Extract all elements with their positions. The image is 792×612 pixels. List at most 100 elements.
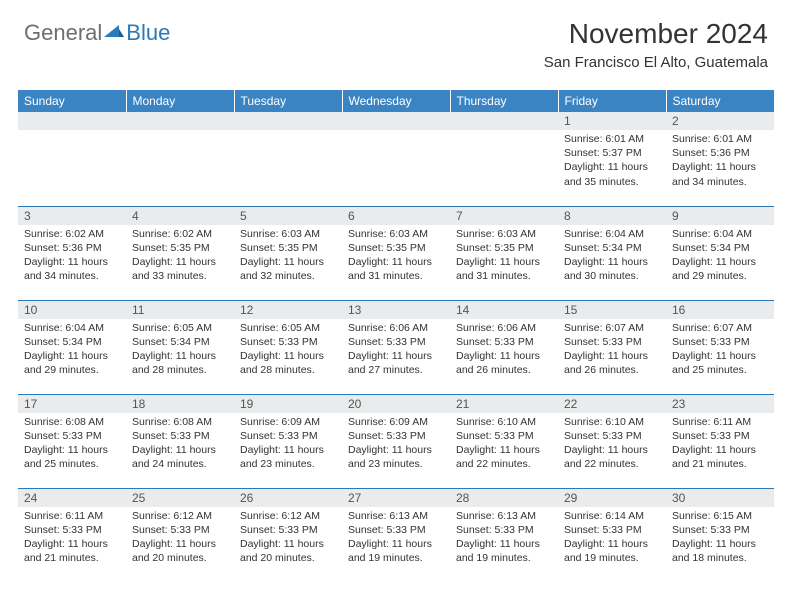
day-data: Sunrise: 6:08 AMSunset: 5:33 PMDaylight:… bbox=[126, 413, 234, 476]
day-data bbox=[234, 130, 342, 136]
day-data: Sunrise: 6:05 AMSunset: 5:33 PMDaylight:… bbox=[234, 319, 342, 382]
day-number: 20 bbox=[342, 395, 450, 413]
day-data: Sunrise: 6:01 AMSunset: 5:36 PMDaylight:… bbox=[666, 130, 774, 193]
weekday-header: Thursday bbox=[450, 90, 558, 112]
calendar-cell bbox=[18, 112, 126, 206]
day-data: Sunrise: 6:12 AMSunset: 5:33 PMDaylight:… bbox=[126, 507, 234, 570]
day-data: Sunrise: 6:11 AMSunset: 5:33 PMDaylight:… bbox=[666, 413, 774, 476]
day-number: 11 bbox=[126, 301, 234, 319]
calendar-cell: 29Sunrise: 6:14 AMSunset: 5:33 PMDayligh… bbox=[558, 488, 666, 582]
day-data: Sunrise: 6:14 AMSunset: 5:33 PMDaylight:… bbox=[558, 507, 666, 570]
day-data: Sunrise: 6:04 AMSunset: 5:34 PMDaylight:… bbox=[666, 225, 774, 288]
day-data: Sunrise: 6:01 AMSunset: 5:37 PMDaylight:… bbox=[558, 130, 666, 193]
day-number: 13 bbox=[342, 301, 450, 319]
day-data: Sunrise: 6:09 AMSunset: 5:33 PMDaylight:… bbox=[234, 413, 342, 476]
day-number: 21 bbox=[450, 395, 558, 413]
day-number: 3 bbox=[18, 207, 126, 225]
calendar-row: 1Sunrise: 6:01 AMSunset: 5:37 PMDaylight… bbox=[18, 112, 774, 206]
day-data: Sunrise: 6:04 AMSunset: 5:34 PMDaylight:… bbox=[558, 225, 666, 288]
day-number: 18 bbox=[126, 395, 234, 413]
logo-mark-icon bbox=[104, 23, 124, 44]
calendar-cell: 15Sunrise: 6:07 AMSunset: 5:33 PMDayligh… bbox=[558, 300, 666, 394]
location: San Francisco El Alto, Guatemala bbox=[24, 54, 768, 71]
calendar-cell: 6Sunrise: 6:03 AMSunset: 5:35 PMDaylight… bbox=[342, 206, 450, 300]
calendar-row: 3Sunrise: 6:02 AMSunset: 5:36 PMDaylight… bbox=[18, 206, 774, 300]
day-number: 16 bbox=[666, 301, 774, 319]
calendar-cell: 26Sunrise: 6:12 AMSunset: 5:33 PMDayligh… bbox=[234, 488, 342, 582]
calendar-cell: 20Sunrise: 6:09 AMSunset: 5:33 PMDayligh… bbox=[342, 394, 450, 488]
day-data: Sunrise: 6:02 AMSunset: 5:36 PMDaylight:… bbox=[18, 225, 126, 288]
header: General Blue November 2024 San Francisco… bbox=[0, 0, 792, 90]
calendar-cell: 23Sunrise: 6:11 AMSunset: 5:33 PMDayligh… bbox=[666, 394, 774, 488]
day-data: Sunrise: 6:07 AMSunset: 5:33 PMDaylight:… bbox=[558, 319, 666, 382]
day-data: Sunrise: 6:02 AMSunset: 5:35 PMDaylight:… bbox=[126, 225, 234, 288]
calendar-table: SundayMondayTuesdayWednesdayThursdayFrid… bbox=[18, 90, 774, 582]
day-number: 24 bbox=[18, 489, 126, 507]
day-data: Sunrise: 6:08 AMSunset: 5:33 PMDaylight:… bbox=[18, 413, 126, 476]
calendar-cell: 2Sunrise: 6:01 AMSunset: 5:36 PMDaylight… bbox=[666, 112, 774, 206]
day-number: 12 bbox=[234, 301, 342, 319]
day-number: 17 bbox=[18, 395, 126, 413]
calendar-cell: 10Sunrise: 6:04 AMSunset: 5:34 PMDayligh… bbox=[18, 300, 126, 394]
weekday-header: Tuesday bbox=[234, 90, 342, 112]
day-number: 25 bbox=[126, 489, 234, 507]
day-number bbox=[234, 112, 342, 130]
calendar-cell: 3Sunrise: 6:02 AMSunset: 5:36 PMDaylight… bbox=[18, 206, 126, 300]
calendar-cell: 28Sunrise: 6:13 AMSunset: 5:33 PMDayligh… bbox=[450, 488, 558, 582]
calendar-cell: 25Sunrise: 6:12 AMSunset: 5:33 PMDayligh… bbox=[126, 488, 234, 582]
day-number bbox=[18, 112, 126, 130]
day-number: 1 bbox=[558, 112, 666, 130]
day-data: Sunrise: 6:06 AMSunset: 5:33 PMDaylight:… bbox=[342, 319, 450, 382]
calendar-cell: 11Sunrise: 6:05 AMSunset: 5:34 PMDayligh… bbox=[126, 300, 234, 394]
day-data bbox=[342, 130, 450, 136]
logo: General Blue bbox=[24, 20, 170, 46]
day-data: Sunrise: 6:12 AMSunset: 5:33 PMDaylight:… bbox=[234, 507, 342, 570]
calendar-cell: 22Sunrise: 6:10 AMSunset: 5:33 PMDayligh… bbox=[558, 394, 666, 488]
calendar-cell: 16Sunrise: 6:07 AMSunset: 5:33 PMDayligh… bbox=[666, 300, 774, 394]
calendar-row: 10Sunrise: 6:04 AMSunset: 5:34 PMDayligh… bbox=[18, 300, 774, 394]
day-number: 6 bbox=[342, 207, 450, 225]
day-number: 9 bbox=[666, 207, 774, 225]
day-number: 5 bbox=[234, 207, 342, 225]
day-number: 30 bbox=[666, 489, 774, 507]
calendar-cell: 19Sunrise: 6:09 AMSunset: 5:33 PMDayligh… bbox=[234, 394, 342, 488]
calendar-cell: 13Sunrise: 6:06 AMSunset: 5:33 PMDayligh… bbox=[342, 300, 450, 394]
day-data bbox=[126, 130, 234, 136]
calendar-cell: 7Sunrise: 6:03 AMSunset: 5:35 PMDaylight… bbox=[450, 206, 558, 300]
calendar-cell: 30Sunrise: 6:15 AMSunset: 5:33 PMDayligh… bbox=[666, 488, 774, 582]
day-data bbox=[18, 130, 126, 136]
day-data: Sunrise: 6:03 AMSunset: 5:35 PMDaylight:… bbox=[342, 225, 450, 288]
day-number: 22 bbox=[558, 395, 666, 413]
day-number: 14 bbox=[450, 301, 558, 319]
day-number bbox=[450, 112, 558, 130]
calendar-cell: 17Sunrise: 6:08 AMSunset: 5:33 PMDayligh… bbox=[18, 394, 126, 488]
weekday-header: Monday bbox=[126, 90, 234, 112]
calendar-cell bbox=[234, 112, 342, 206]
day-number: 19 bbox=[234, 395, 342, 413]
day-data bbox=[450, 130, 558, 136]
day-data: Sunrise: 6:04 AMSunset: 5:34 PMDaylight:… bbox=[18, 319, 126, 382]
day-data: Sunrise: 6:03 AMSunset: 5:35 PMDaylight:… bbox=[450, 225, 558, 288]
day-number: 15 bbox=[558, 301, 666, 319]
logo-text-general: General bbox=[24, 20, 102, 46]
weekday-header-row: SundayMondayTuesdayWednesdayThursdayFrid… bbox=[18, 90, 774, 112]
day-number: 2 bbox=[666, 112, 774, 130]
calendar-cell: 9Sunrise: 6:04 AMSunset: 5:34 PMDaylight… bbox=[666, 206, 774, 300]
calendar-cell: 14Sunrise: 6:06 AMSunset: 5:33 PMDayligh… bbox=[450, 300, 558, 394]
calendar-cell: 12Sunrise: 6:05 AMSunset: 5:33 PMDayligh… bbox=[234, 300, 342, 394]
day-number: 28 bbox=[450, 489, 558, 507]
day-number: 4 bbox=[126, 207, 234, 225]
day-data: Sunrise: 6:03 AMSunset: 5:35 PMDaylight:… bbox=[234, 225, 342, 288]
day-data: Sunrise: 6:05 AMSunset: 5:34 PMDaylight:… bbox=[126, 319, 234, 382]
calendar-cell: 4Sunrise: 6:02 AMSunset: 5:35 PMDaylight… bbox=[126, 206, 234, 300]
day-data: Sunrise: 6:06 AMSunset: 5:33 PMDaylight:… bbox=[450, 319, 558, 382]
weekday-header: Friday bbox=[558, 90, 666, 112]
logo-text-blue: Blue bbox=[126, 20, 170, 46]
day-data: Sunrise: 6:07 AMSunset: 5:33 PMDaylight:… bbox=[666, 319, 774, 382]
day-number: 29 bbox=[558, 489, 666, 507]
day-number: 27 bbox=[342, 489, 450, 507]
weekday-header: Sunday bbox=[18, 90, 126, 112]
calendar-cell: 1Sunrise: 6:01 AMSunset: 5:37 PMDaylight… bbox=[558, 112, 666, 206]
calendar-cell: 24Sunrise: 6:11 AMSunset: 5:33 PMDayligh… bbox=[18, 488, 126, 582]
weekday-header: Wednesday bbox=[342, 90, 450, 112]
